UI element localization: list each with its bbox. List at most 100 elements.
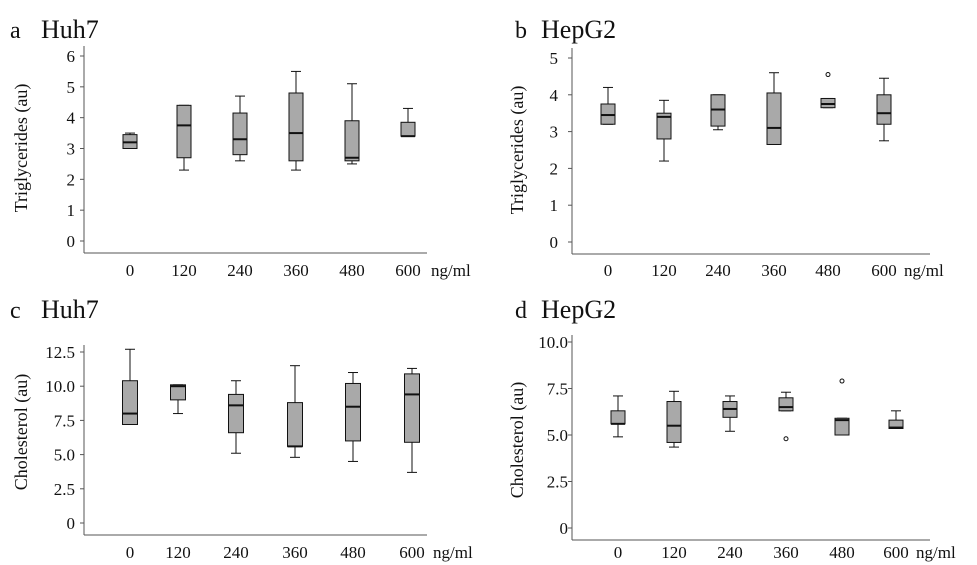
chart-panel-a: a Huh7 0 1 2 3 4 5 6 Triglycerides (au) 0 120 240 360… bbox=[10, 15, 471, 280]
box-iqr bbox=[344, 120, 360, 162]
box-iqr bbox=[766, 92, 782, 145]
outlier-point bbox=[825, 72, 831, 78]
y-tick-label: 3 bbox=[67, 140, 76, 159]
box-iqr bbox=[778, 397, 794, 412]
panel-title: Huh7 bbox=[41, 295, 99, 324]
box-iqr bbox=[176, 104, 192, 159]
x-tick-label: 480 bbox=[339, 261, 365, 280]
box-120 bbox=[170, 384, 186, 415]
y-axis-label: Triglycerides (au) bbox=[11, 84, 32, 213]
box-240 bbox=[232, 95, 248, 162]
y-tick-label: 5 bbox=[550, 49, 559, 68]
x-tick-label: 0 bbox=[604, 261, 613, 280]
chart-panel-c: c Huh7 0 2.5 5.0 7.5 10.0 12.5 Cholesterol (au) 0… bbox=[10, 295, 473, 562]
y-tick-label: 4 bbox=[67, 109, 76, 128]
y-tick-label: 2 bbox=[67, 170, 76, 189]
x-tick-label: 600 bbox=[399, 543, 425, 562]
box-iqr bbox=[404, 373, 420, 443]
x-tick-label: 0 bbox=[126, 261, 135, 280]
box-iqr bbox=[345, 382, 361, 442]
x-tick-label: 480 bbox=[829, 543, 855, 562]
box-240 bbox=[228, 380, 244, 454]
outlier-point bbox=[783, 436, 789, 442]
box-0 bbox=[610, 395, 626, 438]
box-480 bbox=[820, 72, 836, 109]
x-unit-label: ng/ml bbox=[433, 543, 473, 562]
box-iqr bbox=[288, 92, 304, 162]
y-tick-label: 10.0 bbox=[538, 333, 568, 352]
x-tick-label: 600 bbox=[395, 261, 421, 280]
box-600 bbox=[888, 410, 904, 429]
y-axis-label: Triglycerides (au) bbox=[507, 86, 528, 215]
box-iqr bbox=[122, 380, 138, 426]
box-240 bbox=[710, 94, 726, 131]
y-tick-label: 0 bbox=[67, 232, 76, 251]
panel-letter: c bbox=[10, 298, 21, 324]
y-tick-label: 1 bbox=[550, 196, 559, 215]
y-tick-label: 0 bbox=[550, 233, 559, 252]
box-360 bbox=[287, 365, 303, 458]
y-tick-label: 7.5 bbox=[54, 411, 75, 430]
panel-letter: d bbox=[515, 298, 527, 324]
box-0 bbox=[122, 348, 138, 426]
box-0 bbox=[122, 132, 138, 149]
y-tick-label: 5 bbox=[67, 78, 76, 97]
x-tick-label: 600 bbox=[871, 261, 897, 280]
box-iqr bbox=[400, 121, 416, 137]
box-480 bbox=[834, 378, 850, 436]
box-iqr bbox=[287, 402, 303, 447]
y-tick-label: 5.0 bbox=[54, 446, 75, 465]
x-tick-label: 0 bbox=[126, 543, 135, 562]
box-iqr bbox=[232, 112, 248, 156]
y-axis-label: Cholesterol (au) bbox=[11, 374, 32, 490]
box-120 bbox=[176, 104, 192, 171]
y-tick-label: 2.5 bbox=[547, 473, 568, 492]
x-tick-label: 120 bbox=[651, 261, 677, 280]
box-480 bbox=[344, 83, 360, 165]
x-tick-label: 360 bbox=[761, 261, 787, 280]
x-unit-label: ng/ml bbox=[916, 543, 956, 562]
box-600 bbox=[400, 107, 416, 138]
box-iqr bbox=[666, 401, 682, 443]
y-tick-label: 3 bbox=[550, 123, 559, 142]
panel-title: HepG2 bbox=[541, 15, 616, 44]
y-axis-label: Cholesterol (au) bbox=[507, 382, 528, 498]
y-tick-label: 4 bbox=[550, 86, 559, 105]
y-tick-label: 2.5 bbox=[54, 480, 75, 499]
x-tick-label: 120 bbox=[171, 261, 197, 280]
x-tick-label: 480 bbox=[815, 261, 841, 280]
panel-title: Huh7 bbox=[41, 15, 99, 44]
box-360 bbox=[778, 391, 794, 442]
x-tick-label: 480 bbox=[340, 543, 366, 562]
box-120 bbox=[666, 390, 682, 448]
y-tick-label: 1 bbox=[67, 201, 76, 220]
box-iqr bbox=[610, 410, 626, 425]
y-tick-label: 6 bbox=[67, 47, 76, 66]
y-tick-label: 0 bbox=[67, 514, 76, 533]
y-tick-label: 0 bbox=[560, 519, 569, 538]
x-tick-label: 120 bbox=[165, 543, 191, 562]
x-unit-label: ng/ml bbox=[904, 261, 944, 280]
x-tick-label: 240 bbox=[227, 261, 253, 280]
box-360 bbox=[766, 72, 782, 145]
x-unit-label: ng/ml bbox=[431, 261, 471, 280]
box-360 bbox=[288, 70, 304, 171]
y-tick-label: 5.0 bbox=[547, 426, 568, 445]
x-tick-label: 240 bbox=[717, 543, 743, 562]
box-iqr bbox=[834, 417, 850, 436]
box-600 bbox=[876, 77, 892, 142]
box-240 bbox=[722, 395, 738, 432]
chart-panel-b: b HepG2 0 1 2 3 4 5 Triglycerides (au) 0 120 240 360… bbox=[507, 15, 944, 280]
x-tick-label: 120 bbox=[661, 543, 687, 562]
y-tick-label: 7.5 bbox=[547, 380, 568, 399]
x-tick-label: 360 bbox=[282, 543, 308, 562]
box-iqr bbox=[170, 384, 186, 401]
y-tick-label: 2 bbox=[550, 159, 559, 178]
box-120 bbox=[656, 99, 672, 162]
box-iqr bbox=[876, 94, 892, 125]
box-0 bbox=[600, 86, 616, 125]
x-tick-label: 0 bbox=[614, 543, 623, 562]
box-iqr bbox=[656, 112, 672, 140]
box-480 bbox=[345, 372, 361, 462]
